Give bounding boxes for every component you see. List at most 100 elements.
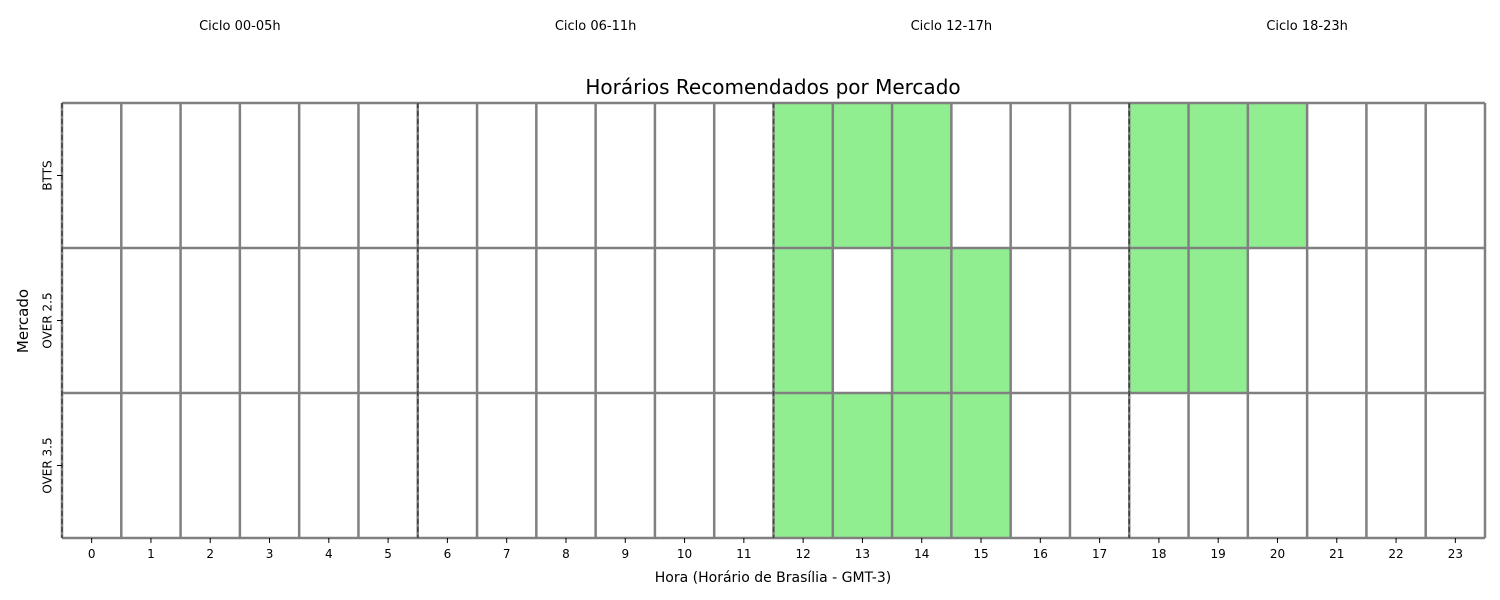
x-tick-label: 13 bbox=[855, 547, 870, 561]
heatmap-cell bbox=[773, 248, 833, 393]
heatmap-cell bbox=[180, 103, 240, 248]
x-tick-label: 16 bbox=[1033, 547, 1048, 561]
x-tick-label: 19 bbox=[1211, 547, 1226, 561]
x-tick-label: 5 bbox=[384, 547, 392, 561]
heatmap-cell bbox=[1010, 103, 1070, 248]
x-tick-label: 18 bbox=[1151, 547, 1166, 561]
heatmap-cell bbox=[714, 103, 774, 248]
heatmap-cell bbox=[1366, 248, 1426, 393]
heatmap-cell bbox=[417, 248, 478, 393]
x-tick-label: 20 bbox=[1270, 547, 1285, 561]
heatmap-cell bbox=[1010, 248, 1070, 393]
x-tick-label: 10 bbox=[677, 547, 692, 561]
heatmap-cell bbox=[239, 248, 300, 393]
heatmap-cell bbox=[773, 103, 833, 248]
heatmap-cell bbox=[832, 248, 893, 393]
heatmap-cell bbox=[299, 248, 359, 393]
x-tick-label: 8 bbox=[562, 547, 570, 561]
heatmap-cell bbox=[477, 393, 537, 538]
heatmap-cell bbox=[417, 393, 478, 538]
heatmap-cell bbox=[832, 393, 893, 538]
heatmap-cell bbox=[654, 103, 715, 248]
heatmap-cell bbox=[832, 103, 893, 248]
x-tick-label: 1 bbox=[147, 547, 155, 561]
heatmap-cell bbox=[358, 248, 418, 393]
heatmap-cell bbox=[121, 103, 181, 248]
heatmap-cell bbox=[239, 103, 300, 248]
heatmap-cell bbox=[1247, 103, 1308, 248]
heatmap-cell bbox=[62, 248, 122, 393]
heatmap-cell bbox=[1188, 103, 1248, 248]
heatmap-cell bbox=[714, 248, 774, 393]
heatmap-cell bbox=[1129, 393, 1189, 538]
heatmap-cell bbox=[477, 248, 537, 393]
x-tick-label: 23 bbox=[1448, 547, 1463, 561]
heatmap-cell bbox=[180, 248, 240, 393]
heatmap-cell bbox=[1069, 103, 1130, 248]
heatmap-cell bbox=[62, 103, 122, 248]
x-tick-label: 11 bbox=[736, 547, 751, 561]
heatmap-cell bbox=[1366, 103, 1426, 248]
heatmap-cell bbox=[654, 248, 715, 393]
heatmap-cell bbox=[595, 393, 655, 538]
heatmap-cell bbox=[714, 393, 774, 538]
heatmap-cell bbox=[477, 103, 537, 248]
heatmap-cell bbox=[951, 103, 1011, 248]
heatmap-cell bbox=[892, 248, 952, 393]
heatmap-cell bbox=[536, 248, 596, 393]
x-tick-label: 2 bbox=[206, 547, 214, 561]
x-axis-label: Hora (Horário de Brasília - GMT-3) bbox=[655, 570, 891, 586]
x-tick-label: 9 bbox=[621, 547, 629, 561]
heatmap-cell bbox=[121, 393, 181, 538]
heatmap-cell bbox=[1188, 393, 1248, 538]
heatmap-cell bbox=[892, 393, 952, 538]
cycle-label: Ciclo 18-23h bbox=[1266, 19, 1348, 34]
heatmap-cell bbox=[1425, 248, 1485, 393]
heatmap-cell bbox=[299, 103, 359, 248]
heatmap-cell bbox=[536, 393, 596, 538]
x-tick-label: 15 bbox=[973, 547, 988, 561]
heatmap-cell bbox=[536, 103, 596, 248]
heatmap-cell bbox=[595, 103, 655, 248]
x-tick-label: 6 bbox=[444, 547, 452, 561]
chart-title: Horários Recomendados por Mercado bbox=[585, 75, 960, 99]
y-axis-label: Mercado bbox=[14, 289, 32, 353]
heatmap-cell bbox=[1188, 248, 1248, 393]
heatmap-cell bbox=[1129, 103, 1189, 248]
heatmap-cell bbox=[595, 248, 655, 393]
heatmap-cell bbox=[180, 393, 240, 538]
heatmap-cell bbox=[299, 393, 359, 538]
heatmap-cell bbox=[1307, 103, 1367, 248]
heatmap-cell bbox=[1425, 103, 1485, 248]
heatmap-cell bbox=[773, 393, 833, 538]
heatmap-cell bbox=[358, 393, 418, 538]
heatmap-cell bbox=[1307, 248, 1367, 393]
heatmap-cell bbox=[121, 248, 181, 393]
heatmap-cell bbox=[1307, 393, 1367, 538]
x-tick-label: 14 bbox=[914, 547, 929, 561]
heatmap-cell bbox=[1010, 393, 1070, 538]
heatmap-cell bbox=[892, 103, 952, 248]
heatmap-cell bbox=[951, 393, 1011, 538]
heatmap-cell bbox=[62, 393, 122, 538]
heatmap-cell bbox=[358, 103, 418, 248]
heatmap-cell bbox=[1247, 393, 1308, 538]
heatmap-cell bbox=[1069, 393, 1130, 538]
x-tick-label: 3 bbox=[266, 547, 274, 561]
x-tick-label: 4 bbox=[325, 547, 333, 561]
x-axis-ticks: 0 1 2 3 4 5 6 7 8 9 10 11 12 13 14 15 16 17 18 19 20 21 22 23 bbox=[88, 538, 1463, 561]
heatmap-cell bbox=[417, 103, 478, 248]
cycle-label: Ciclo 06-11h bbox=[555, 19, 637, 34]
x-tick-label: 21 bbox=[1329, 547, 1344, 561]
cycle-label: Ciclo 12-17h bbox=[911, 19, 993, 34]
x-tick-label: 22 bbox=[1388, 547, 1403, 561]
y-tick-label: OVER 2.5 bbox=[41, 292, 55, 348]
heatmap-cells bbox=[62, 103, 1485, 538]
heatmap-cell bbox=[654, 393, 715, 538]
x-tick-label: 0 bbox=[88, 547, 96, 561]
heatmap-cell bbox=[1069, 248, 1130, 393]
cycle-label: Ciclo 00-05h bbox=[199, 19, 281, 34]
y-tick-label: BTTS bbox=[41, 160, 55, 190]
heatmap-cell bbox=[1425, 393, 1485, 538]
